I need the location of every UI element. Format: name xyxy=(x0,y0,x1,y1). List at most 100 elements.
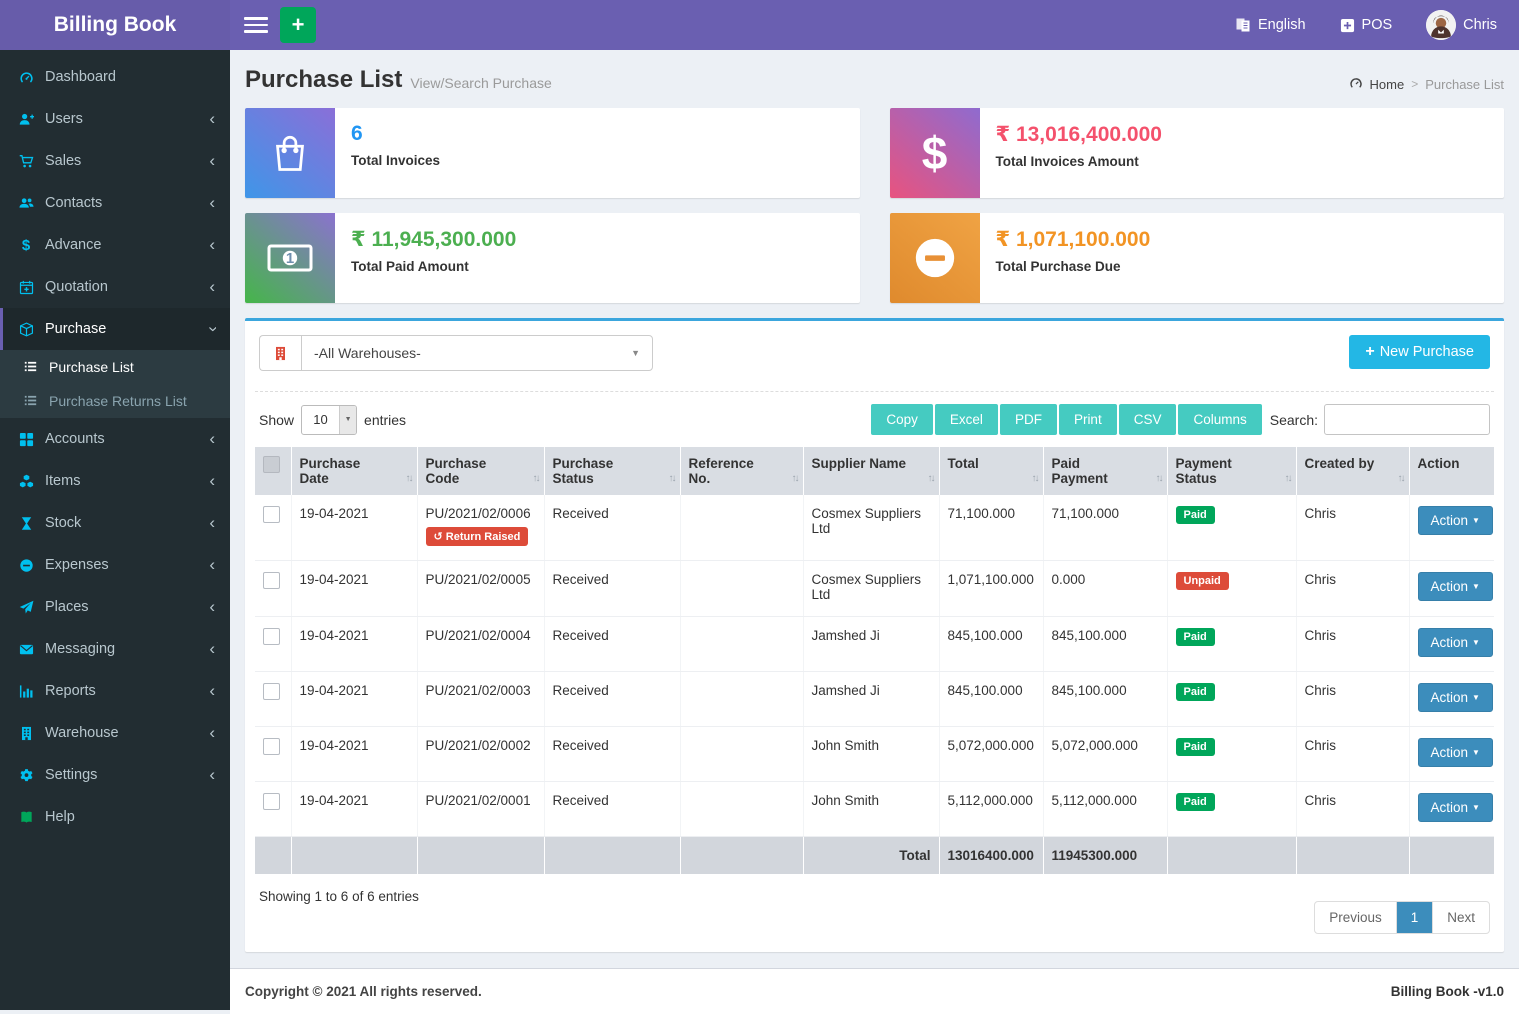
card-value: ₹ 13,016,400.000 xyxy=(996,122,1162,147)
row-checkbox[interactable] xyxy=(263,572,280,589)
list-icon xyxy=(24,394,39,409)
row-checkbox[interactable] xyxy=(263,738,280,755)
header-payment-status[interactable]: Payment Status↑↓ xyxy=(1167,447,1296,495)
user-avatar xyxy=(1426,10,1456,40)
cell-purchase-status: Received xyxy=(544,727,680,782)
brand-logo[interactable]: Billing Book xyxy=(0,0,230,50)
cell-purchase-code: PU/2021/02/0004 xyxy=(417,617,544,672)
breadcrumb-home-link[interactable]: Home xyxy=(1370,77,1405,92)
sidebar-item-purchase[interactable]: Purchase ‹ xyxy=(0,308,230,350)
sidebar-subitem-purchase-list[interactable]: Purchase List xyxy=(0,350,230,384)
sidebar-item-quotation[interactable]: Quotation ‹ xyxy=(0,266,230,308)
copy-button[interactable]: Copy xyxy=(871,404,933,435)
footer-paid-value: 11945300.000 xyxy=(1043,837,1167,875)
action-dropdown-button[interactable]: Action▼ xyxy=(1418,572,1493,601)
sidebar-item-settings[interactable]: Settings ‹ xyxy=(0,754,230,796)
language-menu[interactable]: English xyxy=(1235,17,1306,33)
row-checkbox[interactable] xyxy=(263,506,280,523)
sidebar-item-advance[interactable]: $ Advance ‹ xyxy=(0,224,230,266)
warehouse-select[interactable]: -All Warehouses- ▼ xyxy=(301,335,653,371)
action-dropdown-button[interactable]: Action▼ xyxy=(1418,628,1493,657)
sidebar-item-help[interactable]: Help xyxy=(0,796,230,838)
csv-button[interactable]: CSV xyxy=(1119,404,1177,435)
top-navbar: Billing Book + English POS Chris xyxy=(0,0,1519,50)
header-purchase-date[interactable]: Purchase Date↑↓ xyxy=(291,447,417,495)
sort-icon: ↑↓ xyxy=(792,473,798,484)
cell-paid-payment: 5,112,000.000 xyxy=(1043,782,1167,837)
pagination-previous[interactable]: Previous xyxy=(1315,902,1396,933)
payment-status-badge: Paid xyxy=(1176,683,1215,701)
menu-toggle-icon[interactable] xyxy=(244,17,268,33)
cell-action: Action▼ xyxy=(1409,561,1494,617)
cell-paid-payment: 71,100.000 xyxy=(1043,495,1167,561)
sidebar-label: Purchase xyxy=(45,321,106,337)
sidebar-item-users[interactable]: Users ‹ xyxy=(0,98,230,140)
sidebar-item-accounts[interactable]: Accounts ‹ xyxy=(0,418,230,460)
sidebar-item-reports[interactable]: Reports ‹ xyxy=(0,670,230,712)
user-menu[interactable]: Chris xyxy=(1426,10,1497,40)
cell-purchase-code: PU/2021/02/0001 xyxy=(417,782,544,837)
sidebar-item-messaging[interactable]: Messaging ‹ xyxy=(0,628,230,670)
sort-icon: ↑↓ xyxy=(1032,473,1038,484)
sidebar-subitem-purchase-returns-list[interactable]: Purchase Returns List xyxy=(0,384,230,418)
purchase-submenu: Purchase List Purchase Returns List xyxy=(0,350,230,418)
sidebar-label: Help xyxy=(45,809,75,825)
sidebar-item-warehouse[interactable]: Warehouse ‹ xyxy=(0,712,230,754)
calendar-plus-icon xyxy=(18,279,34,295)
cell-purchase-date: 19-04-2021 xyxy=(291,672,417,727)
pos-label: POS xyxy=(1362,17,1393,33)
sort-icon: ↑↓ xyxy=(669,473,675,484)
page-size-value: 10 xyxy=(302,412,339,427)
row-checkbox[interactable] xyxy=(263,628,280,645)
sidebar-item-places[interactable]: Places ‹ xyxy=(0,586,230,628)
pagination-next[interactable]: Next xyxy=(1432,902,1489,933)
header-created-by[interactable]: Created by↑↓ xyxy=(1296,447,1409,495)
search-input[interactable] xyxy=(1324,404,1490,435)
sidebar-item-dashboard[interactable]: Dashboard xyxy=(0,56,230,98)
pos-menu[interactable]: POS xyxy=(1340,17,1393,33)
purchase-table: Purchase Date↑↓ Purchase Code↑↓ Purchase… xyxy=(255,447,1494,874)
action-dropdown-button[interactable]: Action▼ xyxy=(1418,683,1493,712)
sidebar-sublabel: Purchase List xyxy=(49,359,134,375)
cell-purchase-status: Received xyxy=(544,672,680,727)
sidebar-item-contacts[interactable]: Contacts ‹ xyxy=(0,182,230,224)
cube-icon xyxy=(18,321,34,337)
select-all-checkbox[interactable] xyxy=(263,456,280,473)
header-purchase-status[interactable]: Purchase Status↑↓ xyxy=(544,447,680,495)
minus-circle-icon xyxy=(890,213,980,303)
entries-label: entries xyxy=(364,412,406,428)
sort-icon: ↑↓ xyxy=(1398,473,1404,484)
sidebar-item-items[interactable]: Items ‹ xyxy=(0,460,230,502)
action-dropdown-button[interactable]: Action▼ xyxy=(1418,506,1493,535)
excel-button[interactable]: Excel xyxy=(935,404,998,435)
header-paid-payment[interactable]: Paid Payment↑↓ xyxy=(1043,447,1167,495)
hourglass-icon xyxy=(18,515,34,531)
cell-created-by: Chris xyxy=(1296,561,1409,617)
row-checkbox[interactable] xyxy=(263,793,280,810)
pagination-page-1[interactable]: 1 xyxy=(1396,902,1433,933)
cell-purchase-date: 19-04-2021 xyxy=(291,727,417,782)
page-size-select[interactable]: 10 ▼ xyxy=(301,405,357,435)
sidebar-item-stock[interactable]: Stock ‹ xyxy=(0,502,230,544)
header-total[interactable]: Total↑↓ xyxy=(939,447,1043,495)
sidebar-item-sales[interactable]: Sales ‹ xyxy=(0,140,230,182)
quick-add-button[interactable]: + xyxy=(280,7,316,43)
cubes-icon xyxy=(18,473,34,489)
columns-button[interactable]: Columns xyxy=(1178,404,1261,435)
building-icon xyxy=(18,725,34,741)
header-reference-no[interactable]: Reference No.↑↓ xyxy=(680,447,803,495)
gears-icon xyxy=(18,767,34,783)
sidebar-item-expenses[interactable]: Expenses ‹ xyxy=(0,544,230,586)
pdf-button[interactable]: PDF xyxy=(1000,404,1057,435)
action-dropdown-button[interactable]: Action▼ xyxy=(1418,738,1493,767)
print-button[interactable]: Print xyxy=(1059,404,1117,435)
row-checkbox[interactable] xyxy=(263,683,280,700)
action-dropdown-button[interactable]: Action▼ xyxy=(1418,793,1493,822)
header-supplier-name[interactable]: Supplier Name↑↓ xyxy=(803,447,939,495)
new-purchase-button[interactable]: + New Purchase xyxy=(1349,335,1490,369)
header-purchase-code[interactable]: Purchase Code↑↓ xyxy=(417,447,544,495)
table-footer-row: Total 13016400.000 11945300.000 xyxy=(255,837,1494,875)
sidebar-label: Expenses xyxy=(45,557,109,573)
cell-select xyxy=(255,495,291,561)
card-label: Total Invoices Amount xyxy=(996,154,1162,169)
